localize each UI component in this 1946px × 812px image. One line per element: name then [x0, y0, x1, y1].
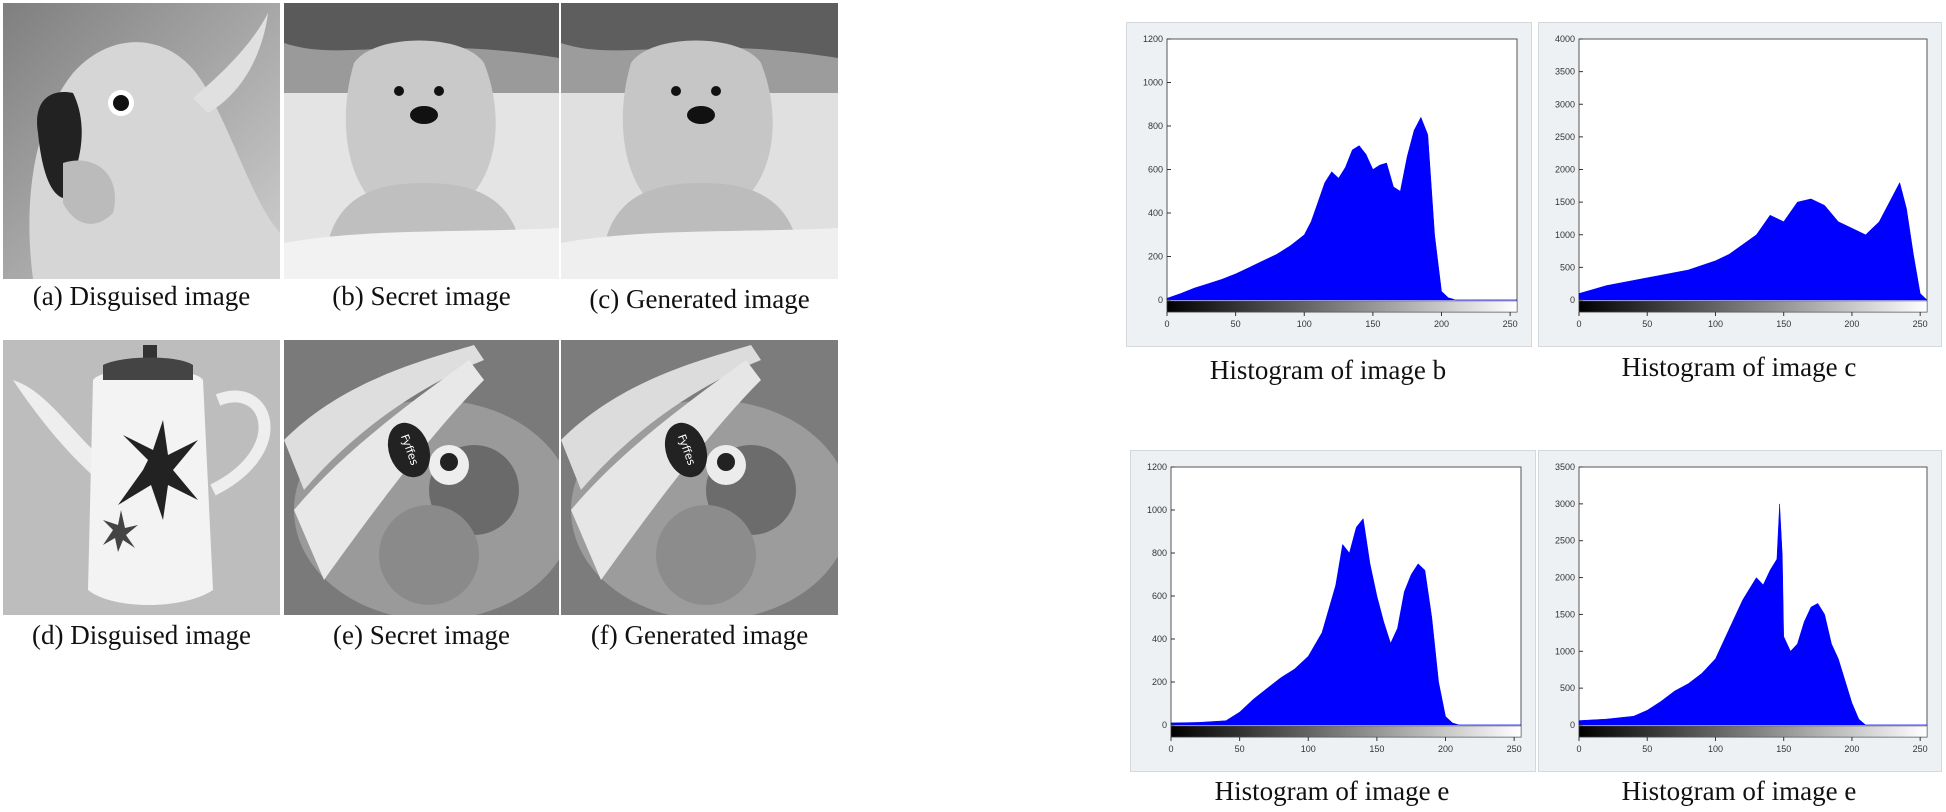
- x-tick-label: 150: [1369, 744, 1384, 754]
- x-tick-label: 200: [1438, 744, 1453, 754]
- histogram-e-2-chart: 0 500 1000 1500 2000 2500 3000 3500 0 50 100 150 200…: [1555, 462, 1928, 754]
- histogram-e-2-title: Histogram of image e: [1621, 776, 1857, 806]
- y-tick-label: 2500: [1555, 132, 1575, 142]
- x-tick-label: 250: [1913, 744, 1928, 754]
- caption-a: (a) Disguised image: [32, 281, 251, 311]
- histogram-area: [1578, 181, 1928, 301]
- y-tick-label: 800: [1148, 121, 1163, 131]
- grayscale-colorbar: [1578, 300, 1928, 313]
- y-tick-label: 800: [1152, 548, 1167, 558]
- histogram-e-1-title: Histogram of image e: [1214, 776, 1450, 806]
- x-tick-label: 200: [1844, 744, 1859, 754]
- y-tick-label: 3500: [1555, 462, 1575, 472]
- histogram-c: 0 500 1000 1500 2000 2500 3000 3500 4000 0 50 100 15…: [1538, 22, 1942, 347]
- caption-e: (e) Secret image: [333, 620, 510, 650]
- y-tick-label: 2500: [1555, 536, 1575, 546]
- x-tick-label: 50: [1642, 744, 1652, 754]
- y-tick-label: 1000: [1555, 646, 1575, 656]
- y-tick-label: 1000: [1555, 230, 1575, 240]
- y-tick-label: 2000: [1555, 165, 1575, 175]
- y-tick-label: 500: [1560, 262, 1575, 272]
- photo-e-secret-fruit-bowl: Fyffes: [284, 340, 559, 615]
- x-tick-label: 0: [1168, 744, 1173, 754]
- x-tick-label: 150: [1365, 319, 1380, 329]
- photo-b-secret-puppy: [284, 3, 559, 279]
- y-tick-label: 600: [1148, 165, 1163, 175]
- y-tick-label: 3500: [1555, 67, 1575, 77]
- x-tick-label: 200: [1844, 319, 1859, 329]
- x-tick-label: 100: [1301, 744, 1316, 754]
- histogram-c-chart: 0 500 1000 1500 2000 2500 3000 3500 4000 0 50 100 15…: [1555, 34, 1928, 329]
- y-tick-label: 600: [1152, 591, 1167, 601]
- y-tick-label: 1500: [1555, 609, 1575, 619]
- caption-f: (f) Generated image: [590, 620, 809, 650]
- y-tick-label: 1000: [1143, 78, 1163, 88]
- x-tick-label: 100: [1708, 744, 1723, 754]
- y-tick-label: 0: [1570, 720, 1575, 730]
- x-tick-label: 50: [1231, 319, 1241, 329]
- y-tick-label: 1200: [1147, 462, 1167, 472]
- histogram-e-1: 0 200 400 600 800 1000 1200 0 50 100 150 200 250: [1130, 450, 1536, 772]
- photo-d-disguised-teapot: [3, 340, 280, 615]
- y-tick-label: 0: [1158, 295, 1163, 305]
- x-tick-label: 50: [1642, 319, 1652, 329]
- x-tick-label: 150: [1776, 319, 1791, 329]
- y-tick-label: 1500: [1555, 197, 1575, 207]
- x-tick-label: 0: [1164, 319, 1169, 329]
- x-tick-label: 0: [1576, 744, 1581, 754]
- histogram-b-title: Histogram of image b: [1209, 355, 1447, 385]
- histogram-e-2: 0 500 1000 1500 2000 2500 3000 3500 0 50 100 150 200…: [1538, 450, 1942, 772]
- y-tick-label: 200: [1148, 252, 1163, 262]
- grayscale-colorbar: [1578, 725, 1928, 738]
- grayscale-colorbar: [1170, 725, 1522, 738]
- histogram-e-1-chart: 0 200 400 600 800 1000 1200 0 50 100 150 200 250: [1147, 462, 1522, 754]
- y-tick-label: 400: [1152, 634, 1167, 644]
- photo-f-generated-fruit-bowl: Fyffes: [561, 340, 838, 615]
- x-tick-label: 100: [1708, 319, 1723, 329]
- y-tick-label: 3000: [1555, 99, 1575, 109]
- y-tick-label: 500: [1560, 683, 1575, 693]
- histogram-b: 0 200 400 600 800 1000 1200 0 50 100 150 200 250: [1126, 22, 1532, 347]
- histogram-c-title: Histogram of image c: [1621, 352, 1857, 382]
- histogram-area: [1578, 503, 1927, 726]
- caption-c: (c) Generated image: [589, 284, 810, 314]
- photo-c-generated-puppy: [561, 3, 838, 279]
- histogram-area: [1170, 517, 1521, 726]
- y-tick-label: 0: [1570, 295, 1575, 305]
- y-tick-label: 3000: [1555, 499, 1575, 509]
- photo-a-disguised-cockatoo: [3, 3, 280, 279]
- y-tick-label: 1000: [1147, 505, 1167, 515]
- x-tick-label: 0: [1576, 319, 1581, 329]
- histogram-area: [1166, 116, 1517, 301]
- x-tick-label: 100: [1297, 319, 1312, 329]
- y-tick-label: 2000: [1555, 573, 1575, 583]
- caption-b: (b) Secret image: [332, 281, 511, 311]
- y-tick-label: 1200: [1143, 34, 1163, 44]
- y-tick-label: 0: [1162, 720, 1167, 730]
- x-tick-label: 50: [1235, 744, 1245, 754]
- caption-d: (d) Disguised image: [32, 620, 251, 650]
- x-tick-label: 250: [1507, 744, 1522, 754]
- y-tick-label: 4000: [1555, 34, 1575, 44]
- x-tick-label: 250: [1503, 319, 1518, 329]
- y-tick-label: 400: [1148, 208, 1163, 218]
- grayscale-colorbar: [1166, 300, 1518, 313]
- histogram-b-chart: 0 200 400 600 800 1000 1200 0 50 100 150 200 250: [1143, 34, 1518, 329]
- x-tick-label: 200: [1434, 319, 1449, 329]
- x-tick-label: 250: [1913, 319, 1928, 329]
- x-tick-label: 150: [1776, 744, 1791, 754]
- y-tick-label: 200: [1152, 677, 1167, 687]
